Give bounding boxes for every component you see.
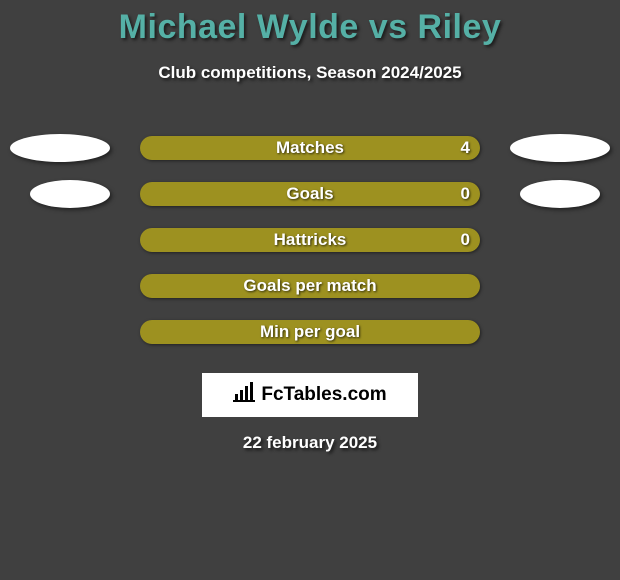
stat-label: Hattricks (274, 230, 347, 250)
stat-row-matches: Matches 4 (0, 125, 620, 171)
stat-row-min-per-goal: Min per goal (0, 309, 620, 355)
subtitle: Club competitions, Season 2024/2025 (0, 63, 620, 83)
stats-rows: Matches 4 Goals 0 Hattricks 0 Goals per … (0, 125, 620, 355)
stat-bar: Min per goal (140, 320, 480, 344)
stat-label: Min per goal (260, 322, 360, 342)
stat-value-right: 0 (461, 230, 470, 250)
avatar-left-placeholder (10, 134, 110, 162)
logo-box: FcTables.com (202, 373, 418, 417)
stat-bar: Matches 4 (140, 136, 480, 160)
avatar-left-placeholder (30, 180, 110, 208)
page-title: Michael Wylde vs Riley (0, 0, 620, 47)
logo: FcTables.com (233, 382, 386, 408)
stat-bar: Goals per match (140, 274, 480, 298)
stat-bar: Hattricks 0 (140, 228, 480, 252)
stat-label: Goals per match (243, 276, 376, 296)
avatar-right-placeholder (510, 134, 610, 162)
avatar-right-placeholder (520, 180, 600, 208)
date-label: 22 february 2025 (0, 433, 620, 453)
stat-value-right: 0 (461, 184, 470, 204)
logo-text: FcTables.com (261, 384, 386, 406)
stat-row-goals: Goals 0 (0, 171, 620, 217)
stat-label: Matches (276, 138, 344, 158)
stat-row-hattricks: Hattricks 0 (0, 217, 620, 263)
stat-label: Goals (286, 184, 333, 204)
bar-chart-icon (233, 382, 257, 408)
stat-value-right: 4 (461, 138, 470, 158)
stat-bar: Goals 0 (140, 182, 480, 206)
stat-row-goals-per-match: Goals per match (0, 263, 620, 309)
